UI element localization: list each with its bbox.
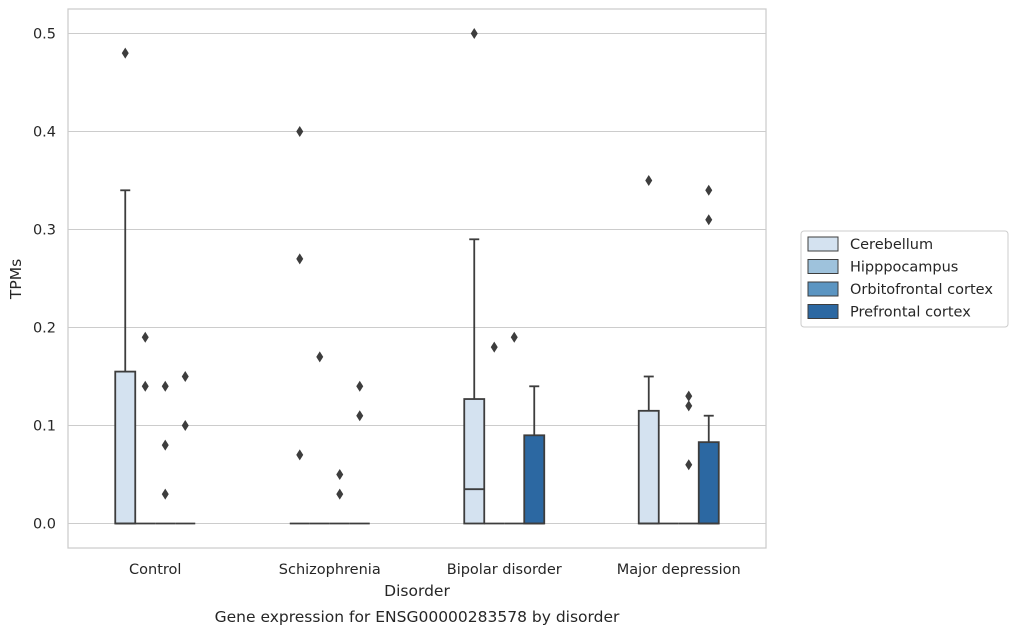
outlier-point [296,449,304,461]
outlier-point [685,459,693,471]
outlier-point [296,253,304,265]
outlier-point [141,331,149,343]
outlier-point [181,371,189,382]
outlier-point [470,28,478,39]
outlier-point [141,380,149,392]
x-tick-label: Major depression [617,562,741,578]
outlier-point [645,175,653,186]
x-tick-labels: Control Schizophrenia Bipolar disorder Majo… [129,562,741,578]
x-tick-label: Bipolar disorder [447,562,562,578]
box-4-2 [349,380,370,525]
legend-swatch [807,259,839,274]
legend-item: Prefrontal cortex [807,304,971,321]
outlier-point [161,488,169,500]
legend: Cerebellum Hipppocampus Orbitofrontal cort… [800,230,1009,328]
box-4-3 [523,385,546,525]
outlier-point [490,341,498,353]
box-1-3 [463,28,486,525]
box-4-4 [697,184,720,525]
outlier-point [510,331,518,343]
y-tick-label: 0.3 [33,223,56,239]
legend-swatch [807,281,839,297]
plot-frame [67,8,767,549]
legend-item: Hipppocampus [807,259,958,276]
y-tick-labels: 0.0 0.1 0.2 0.3 0.4 0.5 [33,27,56,533]
box-body [697,441,720,525]
legend-label: Cerebellum [850,237,933,253]
box-1-2 [289,126,310,525]
box-4-1 [175,371,196,525]
y-tick-label: 0.1 [33,419,56,435]
box-2-3 [484,341,505,525]
y-axis-label: TPMs [7,259,25,300]
outlier-point [161,439,169,451]
legend-label: Hipppocampus [850,260,958,276]
y-tick-label: 0.5 [33,27,56,43]
legend-frame [800,230,1009,328]
chart-caption: Gene expression for ENSG00000283578 by d… [215,608,620,626]
box-2-1 [135,331,156,525]
box-3-1 [155,380,176,525]
x-tick-label: Schizophrenia [279,562,381,578]
outlier-point [705,184,713,196]
y-tick-label: 0.0 [33,517,56,533]
legend-swatch [807,304,839,319]
box-body [114,370,137,525]
outlier-point [316,351,324,363]
box-1-1 [114,47,137,525]
box-2-2 [309,351,330,525]
x-axis-label: Disorder [384,582,450,600]
legend-swatch [807,236,839,252]
legend-item: Cerebellum [807,236,933,253]
box-3-2 [329,469,350,525]
outlier-point [181,420,189,431]
outlier-point [356,380,364,392]
legend-label: Orbitofrontal cortex [850,282,993,298]
box-1-4 [637,175,660,525]
outlier-point [685,400,693,412]
y-tick-label: 0.4 [33,125,56,141]
legend-item: Orbitofrontal cortex [807,281,993,298]
outlier-point [336,469,344,480]
box-body [637,409,660,525]
outlier-point [356,410,364,422]
x-tick-label: Control [129,562,181,578]
box-3-3 [504,331,525,525]
outlier-point [336,488,344,500]
outlier-point [296,126,304,137]
box-body [463,398,486,525]
y-tick-label: 0.2 [33,321,56,337]
box-3-4 [678,390,699,525]
outlier-point [685,390,693,402]
grid-lines [68,32,766,525]
outlier-point [121,47,129,59]
outlier-point [161,380,169,392]
outlier-point [705,214,713,226]
box-body [523,434,546,525]
box-layer [114,28,720,525]
legend-label: Prefrontal cortex [850,305,971,321]
